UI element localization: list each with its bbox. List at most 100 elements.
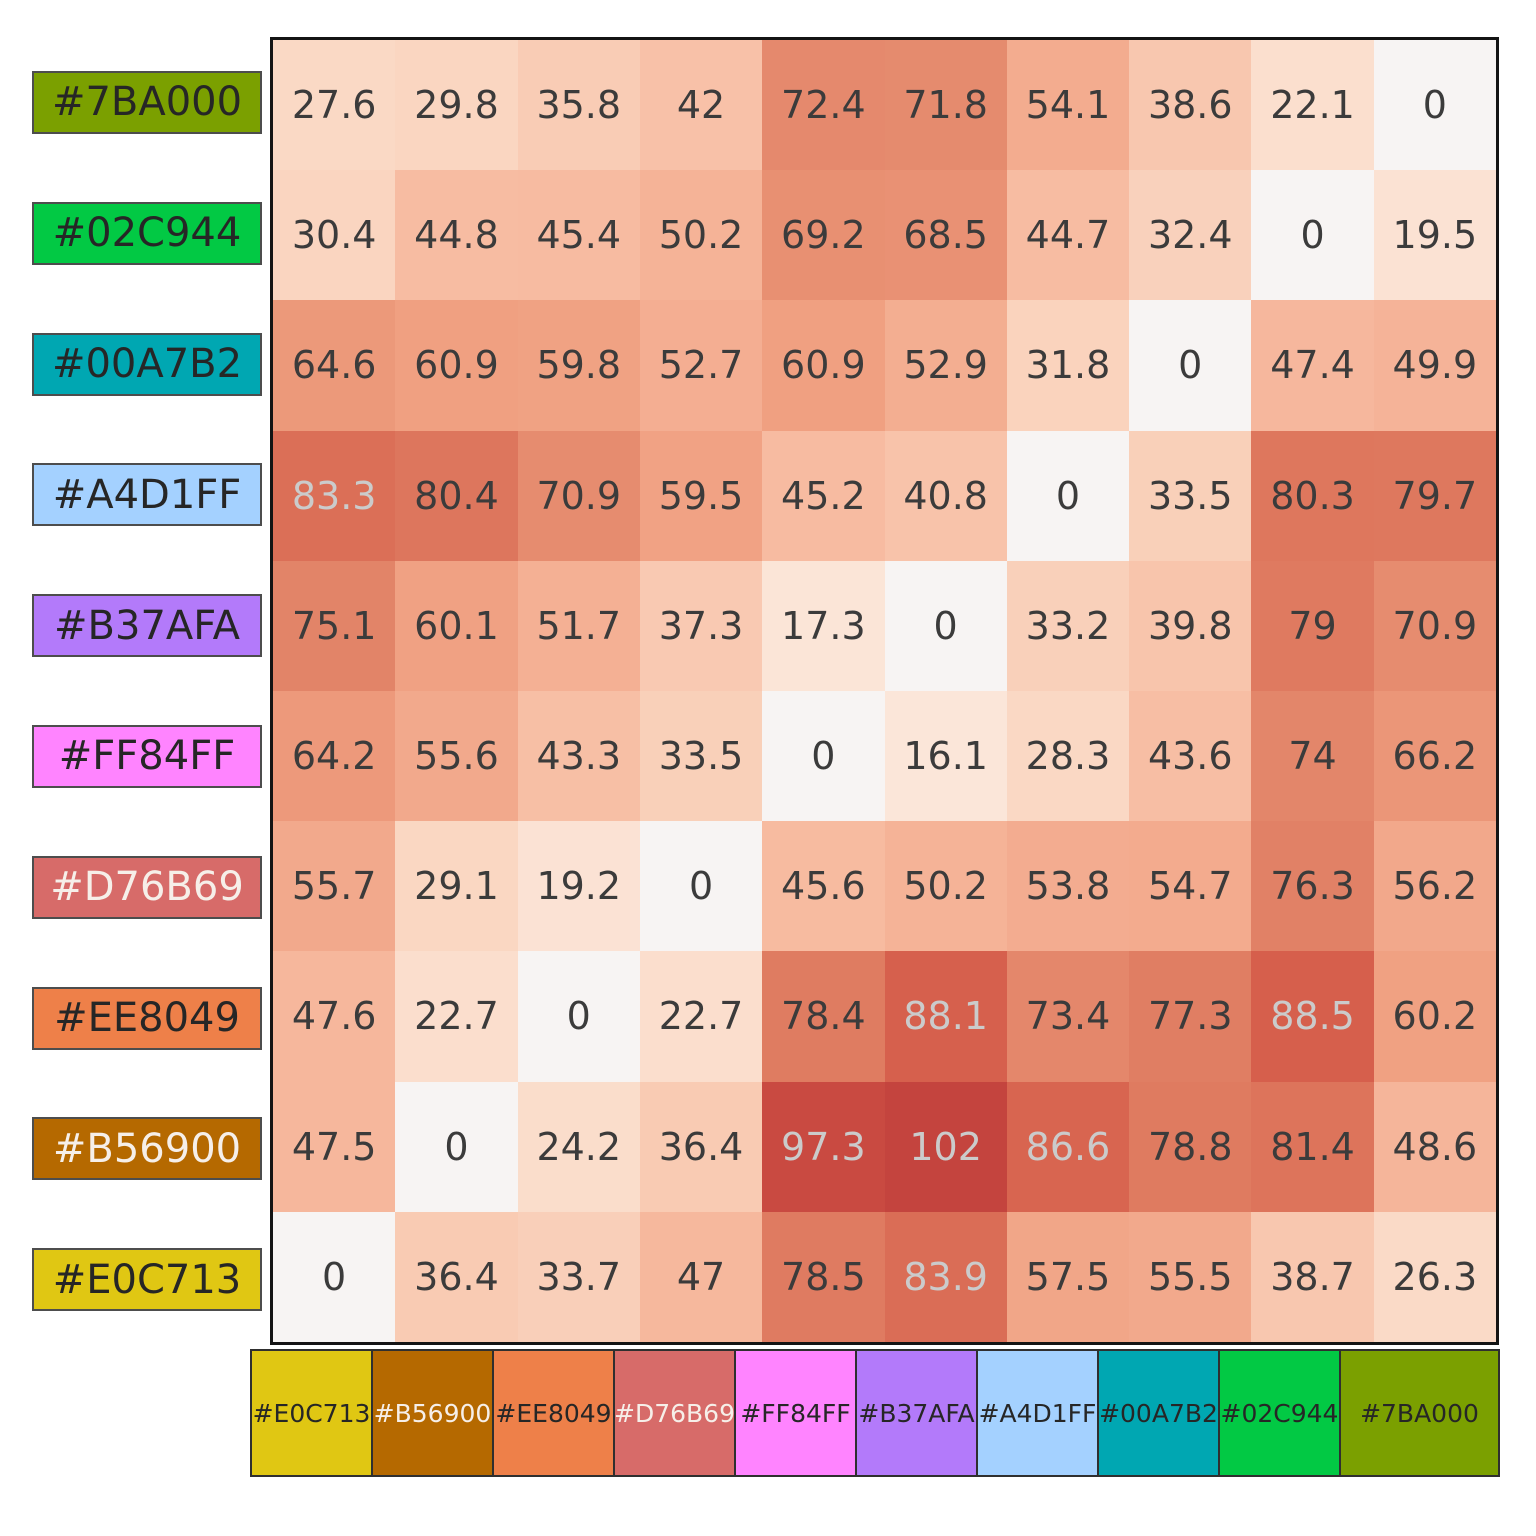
heatmap-cell-r9-c7: 55.5	[1129, 1211, 1252, 1342]
heatmap-cell-r6-c6: 53.8	[1006, 821, 1130, 952]
heatmap-cell-r4-c8: 79	[1251, 560, 1374, 691]
heatmap-cell-r3-c2: 70.9	[517, 430, 640, 561]
heatmap-cell-r6-c9: 56.2	[1373, 821, 1496, 952]
heatmap-cell-r0-c7: 38.6	[1129, 40, 1252, 171]
row-swatch-EE8049: #EE8049	[32, 986, 262, 1050]
heatmap-cell-r9-c5: 83.9	[884, 1211, 1007, 1342]
heatmap-cell-r4-c7: 39.8	[1129, 560, 1252, 691]
heatmap-cell-r7-c0: 47.6	[273, 951, 396, 1082]
heatmap-cell-r8-c5: 102	[884, 1081, 1007, 1212]
heatmap-cell-r7-c6: 73.4	[1006, 951, 1130, 1082]
heatmap-cell-r7-c3: 22.7	[639, 951, 763, 1082]
column-label-swatches: #E0C713 #B56900 #EE8049 #D76B69 #FF84FF #B37A…	[250, 1349, 1500, 1477]
heatmap-cell-r9-c2: 33.7	[517, 1211, 640, 1342]
heatmap-cell-r4-c5: 0	[884, 560, 1007, 691]
heatmap-cell-r4-c1: 60.1	[395, 560, 518, 691]
heatmap-cell-r8-c4: 97.3	[762, 1081, 885, 1212]
heatmap-cell-r6-c8: 76.3	[1251, 821, 1374, 952]
heatmap-cell-r2-c7: 0	[1129, 300, 1252, 431]
heatmap-cell-r3-c1: 80.4	[395, 430, 518, 561]
heatmap-cell-r2-c3: 52.7	[639, 300, 763, 431]
heatmap-cell-r0-c8: 22.1	[1251, 40, 1374, 171]
heatmap-cell-r0-c3: 42	[639, 40, 763, 171]
column-swatch-B37AFA: #B37AFA	[855, 1349, 978, 1477]
row-swatch-E0C713: #E0C713	[32, 1248, 262, 1312]
heatmap-cell-r3-c7: 33.5	[1129, 430, 1252, 561]
row-swatch-00A7B2: #00A7B2	[32, 332, 262, 396]
heatmap-cell-r7-c1: 22.7	[395, 951, 518, 1082]
heatmap-cell-r0-c4: 72.4	[762, 40, 885, 171]
heatmap-cell-r2-c4: 60.9	[762, 300, 885, 431]
heatmap-cell-r5-c8: 74	[1251, 690, 1374, 822]
column-swatch-00A7B2: #00A7B2	[1097, 1349, 1220, 1477]
heatmap-cell-r0-c9: 0	[1373, 40, 1496, 171]
heatmap-cell-r2-c6: 31.8	[1006, 300, 1130, 431]
row-swatch-B56900: #B56900	[32, 1117, 262, 1181]
heatmap-cell-r0-c0: 27.6	[273, 40, 396, 171]
heatmap-grid: 27.6 29.8 35.8 42 72.4 71.8 54.1 38.6 22.1 0 30.4 4…	[270, 37, 1499, 1345]
heatmap-cell-r0-c2: 35.8	[517, 40, 640, 171]
heatmap-cell-r5-c3: 33.5	[639, 690, 763, 822]
heatmap-cell-r0-c1: 29.8	[395, 40, 518, 171]
heatmap-cell-r5-c0: 64.2	[273, 690, 396, 822]
heatmap-cell-r7-c4: 78.4	[762, 951, 885, 1082]
heatmap-cell-r6-c5: 50.2	[884, 821, 1007, 952]
heatmap-cell-r3-c8: 80.3	[1251, 430, 1374, 561]
heatmap-cell-r9-c1: 36.4	[395, 1211, 518, 1342]
heatmap-cell-r7-c5: 88.1	[884, 951, 1007, 1082]
heatmap-cell-r5-c2: 43.3	[517, 690, 640, 822]
heatmap-cell-r8-c9: 48.6	[1373, 1081, 1496, 1212]
heatmap-cell-r3-c4: 45.2	[762, 430, 885, 561]
heatmap-cell-r7-c7: 77.3	[1129, 951, 1252, 1082]
heatmap-cell-r8-c0: 47.5	[273, 1081, 396, 1212]
heatmap-cell-r3-c6: 0	[1006, 430, 1130, 561]
heatmap-cell-r0-c5: 71.8	[884, 40, 1007, 171]
heatmap-cell-r8-c3: 36.4	[639, 1081, 763, 1212]
heatmap-cell-r4-c4: 17.3	[762, 560, 885, 691]
heatmap-cell-r1-c8: 0	[1251, 170, 1374, 301]
heatmap-cell-r1-c9: 19.5	[1373, 170, 1496, 301]
heatmap-cell-r2-c1: 60.9	[395, 300, 518, 431]
heatmap-cell-r2-c9: 49.9	[1373, 300, 1496, 431]
heatmap-cell-r2-c2: 59.8	[517, 300, 640, 431]
heatmap-cell-r7-c9: 60.2	[1373, 951, 1496, 1082]
heatmap-cell-r9-c4: 78.5	[762, 1211, 885, 1342]
heatmap-cell-r1-c2: 45.4	[517, 170, 640, 301]
column-swatch-7BA000: #7BA000	[1339, 1349, 1500, 1477]
heatmap-cell-r6-c2: 19.2	[517, 821, 640, 952]
column-swatch-EE8049: #EE8049	[492, 1349, 615, 1477]
heatmap-cell-r5-c5: 16.1	[884, 690, 1007, 822]
heatmap-cell-r1-c7: 32.4	[1129, 170, 1252, 301]
row-swatch-7BA000: #7BA000	[32, 70, 262, 134]
heatmap-cell-r1-c1: 44.8	[395, 170, 518, 301]
heatmap-cell-r2-c8: 47.4	[1251, 300, 1374, 431]
heatmap-cell-r3-c3: 59.5	[639, 430, 763, 561]
heatmap-cell-r7-c2: 0	[517, 951, 640, 1082]
heatmap-cell-r9-c8: 38.7	[1251, 1211, 1374, 1342]
heatmap-cell-r9-c9: 26.3	[1373, 1211, 1496, 1342]
heatmap-cell-r5-c1: 55.6	[395, 690, 518, 822]
heatmap-cell-r3-c0: 83.3	[273, 430, 396, 561]
heatmap-cell-r3-c9: 79.7	[1373, 430, 1496, 561]
heatmap-cell-r0-c6: 54.1	[1006, 40, 1130, 171]
heatmap-cell-r6-c0: 55.7	[273, 821, 396, 952]
heatmap-cell-r4-c3: 37.3	[639, 560, 763, 691]
heatmap-cell-r1-c4: 69.2	[762, 170, 885, 301]
heatmap-cell-r1-c0: 30.4	[273, 170, 396, 301]
column-swatch-02C944: #02C944	[1218, 1349, 1341, 1477]
heatmap-cell-r5-c4: 0	[762, 690, 885, 822]
row-swatch-B37AFA: #B37AFA	[32, 594, 262, 658]
heatmap-cell-r3-c5: 40.8	[884, 430, 1007, 561]
heatmap-cell-r8-c2: 24.2	[517, 1081, 640, 1212]
heatmap-cell-r4-c9: 70.9	[1373, 560, 1496, 691]
heatmap-cell-r5-c9: 66.2	[1373, 690, 1496, 822]
heatmap-cell-r9-c0: 0	[273, 1211, 396, 1342]
row-swatch-D76B69: #D76B69	[32, 855, 262, 919]
heatmap-cell-r8-c1: 0	[395, 1081, 518, 1212]
heatmap-cell-r9-c6: 57.5	[1006, 1211, 1130, 1342]
heatmap-cell-r8-c6: 86.6	[1006, 1081, 1130, 1212]
heatmap-cell-r9-c3: 47	[639, 1211, 763, 1342]
heatmap-cell-r6-c7: 54.7	[1129, 821, 1252, 952]
heatmap-cell-r1-c5: 68.5	[884, 170, 1007, 301]
